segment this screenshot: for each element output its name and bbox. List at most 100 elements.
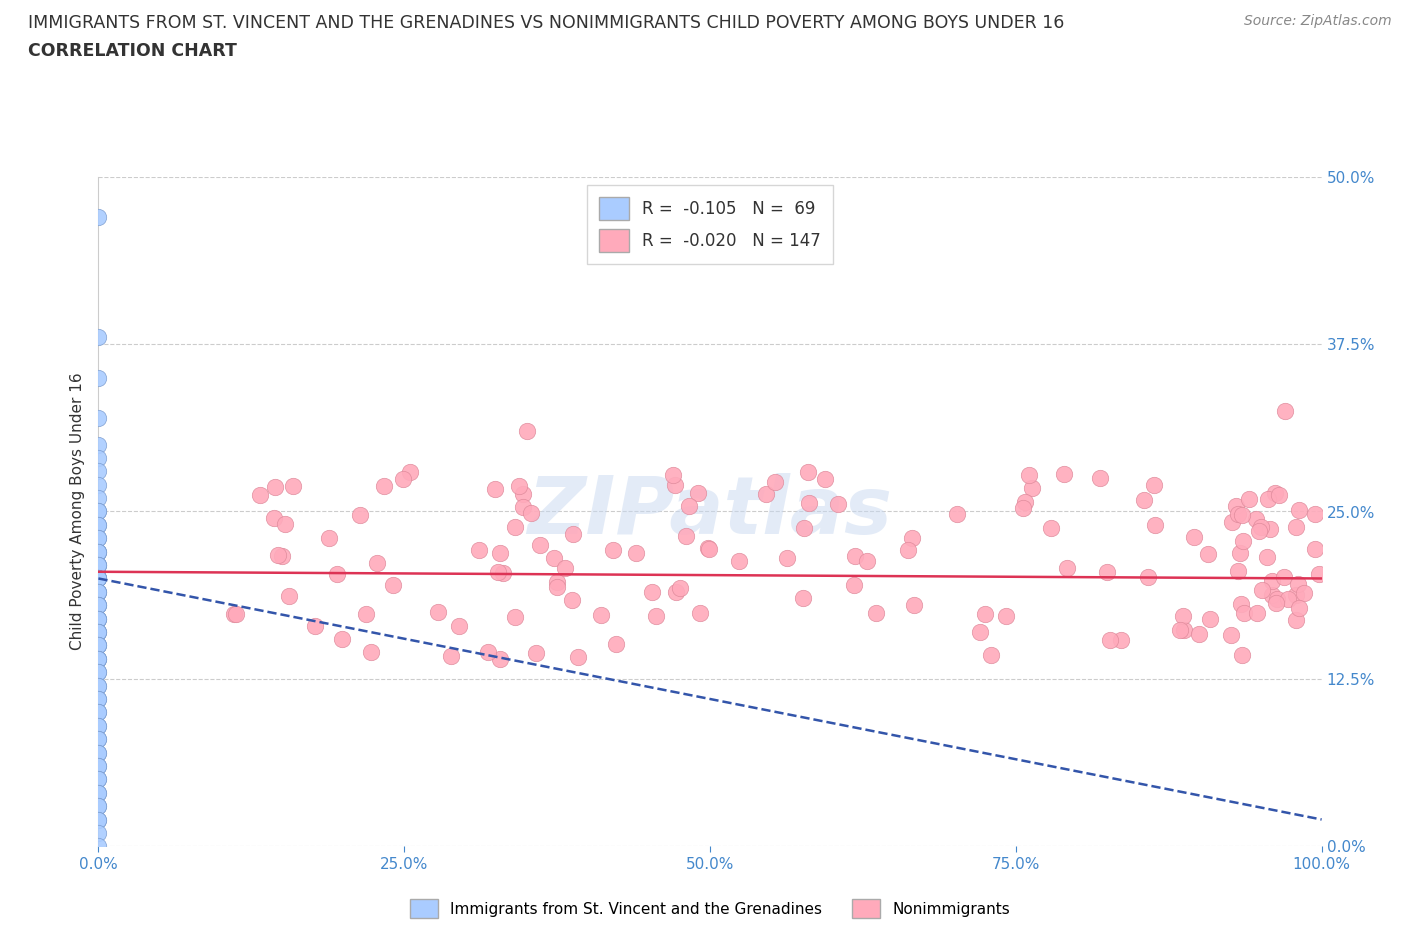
Point <box>373 478 395 493</box>
Point <box>87 718 110 733</box>
Point <box>87 759 110 774</box>
Point <box>488 545 510 560</box>
Point <box>503 609 526 624</box>
Point <box>87 732 110 747</box>
Point <box>1286 577 1309 591</box>
Point <box>87 678 110 693</box>
Point <box>87 370 110 385</box>
Point <box>391 472 413 486</box>
Text: Source: ZipAtlas.com: Source: ZipAtlas.com <box>1244 14 1392 28</box>
Point <box>969 625 991 640</box>
Point <box>1132 492 1154 507</box>
Point <box>524 645 547 660</box>
Point <box>87 625 110 640</box>
Point <box>87 571 110 586</box>
Point <box>87 598 110 613</box>
Point <box>87 812 110 827</box>
Point <box>1168 623 1191 638</box>
Point <box>1230 597 1253 612</box>
Point <box>508 479 530 494</box>
Point <box>605 636 627 651</box>
Point <box>87 611 110 626</box>
Point <box>1261 574 1284 589</box>
Point <box>973 606 995 621</box>
Point <box>1292 586 1315 601</box>
Point <box>1088 471 1111 485</box>
Point <box>980 647 1002 662</box>
Point <box>1188 627 1211 642</box>
Point <box>87 558 110 573</box>
Point <box>1274 569 1296 584</box>
Point <box>87 772 110 787</box>
Point <box>87 491 110 506</box>
Point <box>87 638 110 653</box>
Point <box>645 609 668 624</box>
Point <box>87 531 110 546</box>
Point <box>1197 546 1219 561</box>
Point <box>489 651 512 666</box>
Point <box>1285 613 1308 628</box>
Point <box>278 588 301 603</box>
Point <box>222 606 245 621</box>
Point <box>1111 632 1133 647</box>
Point <box>1225 498 1247 513</box>
Point <box>87 571 110 586</box>
Point <box>263 511 285 525</box>
Point <box>776 551 799 565</box>
Point <box>249 487 271 502</box>
Point <box>669 580 692 595</box>
Point <box>1257 491 1279 506</box>
Point <box>1250 520 1272 535</box>
Point <box>87 477 110 492</box>
Point <box>1308 567 1330 582</box>
Point <box>87 745 110 760</box>
Point <box>1267 487 1289 502</box>
Point <box>641 585 664 600</box>
Point <box>689 605 711 620</box>
Point <box>87 464 110 479</box>
Point <box>546 575 568 590</box>
Point <box>87 705 110 720</box>
Point <box>1244 512 1267 526</box>
Point <box>87 651 110 666</box>
Point <box>87 732 110 747</box>
Point <box>516 424 538 439</box>
Point <box>274 517 297 532</box>
Point <box>87 584 110 599</box>
Point <box>546 579 568 594</box>
Point <box>686 485 709 500</box>
Point <box>903 598 925 613</box>
Point <box>87 571 110 586</box>
Point <box>87 705 110 720</box>
Point <box>1246 605 1268 620</box>
Point <box>1247 523 1270 538</box>
Point <box>87 785 110 800</box>
Point <box>87 437 110 452</box>
Point <box>1227 564 1250 578</box>
Point <box>87 517 110 532</box>
Point <box>665 585 688 600</box>
Point <box>1277 592 1299 607</box>
Point <box>512 486 534 501</box>
Point <box>799 496 821 511</box>
Point <box>1285 588 1308 603</box>
Point <box>486 565 509 579</box>
Point <box>87 745 110 760</box>
Point <box>382 578 405 592</box>
Point <box>87 638 110 653</box>
Point <box>561 592 583 607</box>
Point <box>827 497 849 512</box>
Point <box>447 618 470 633</box>
Point <box>360 644 382 659</box>
Point <box>755 486 778 501</box>
Point <box>330 631 353 646</box>
Point <box>1012 501 1035 516</box>
Point <box>529 538 551 552</box>
Point <box>1285 519 1308 534</box>
Point <box>561 526 583 541</box>
Point <box>440 648 463 663</box>
Point <box>797 464 820 479</box>
Point <box>1229 546 1251 561</box>
Point <box>602 542 624 557</box>
Point <box>675 529 697 544</box>
